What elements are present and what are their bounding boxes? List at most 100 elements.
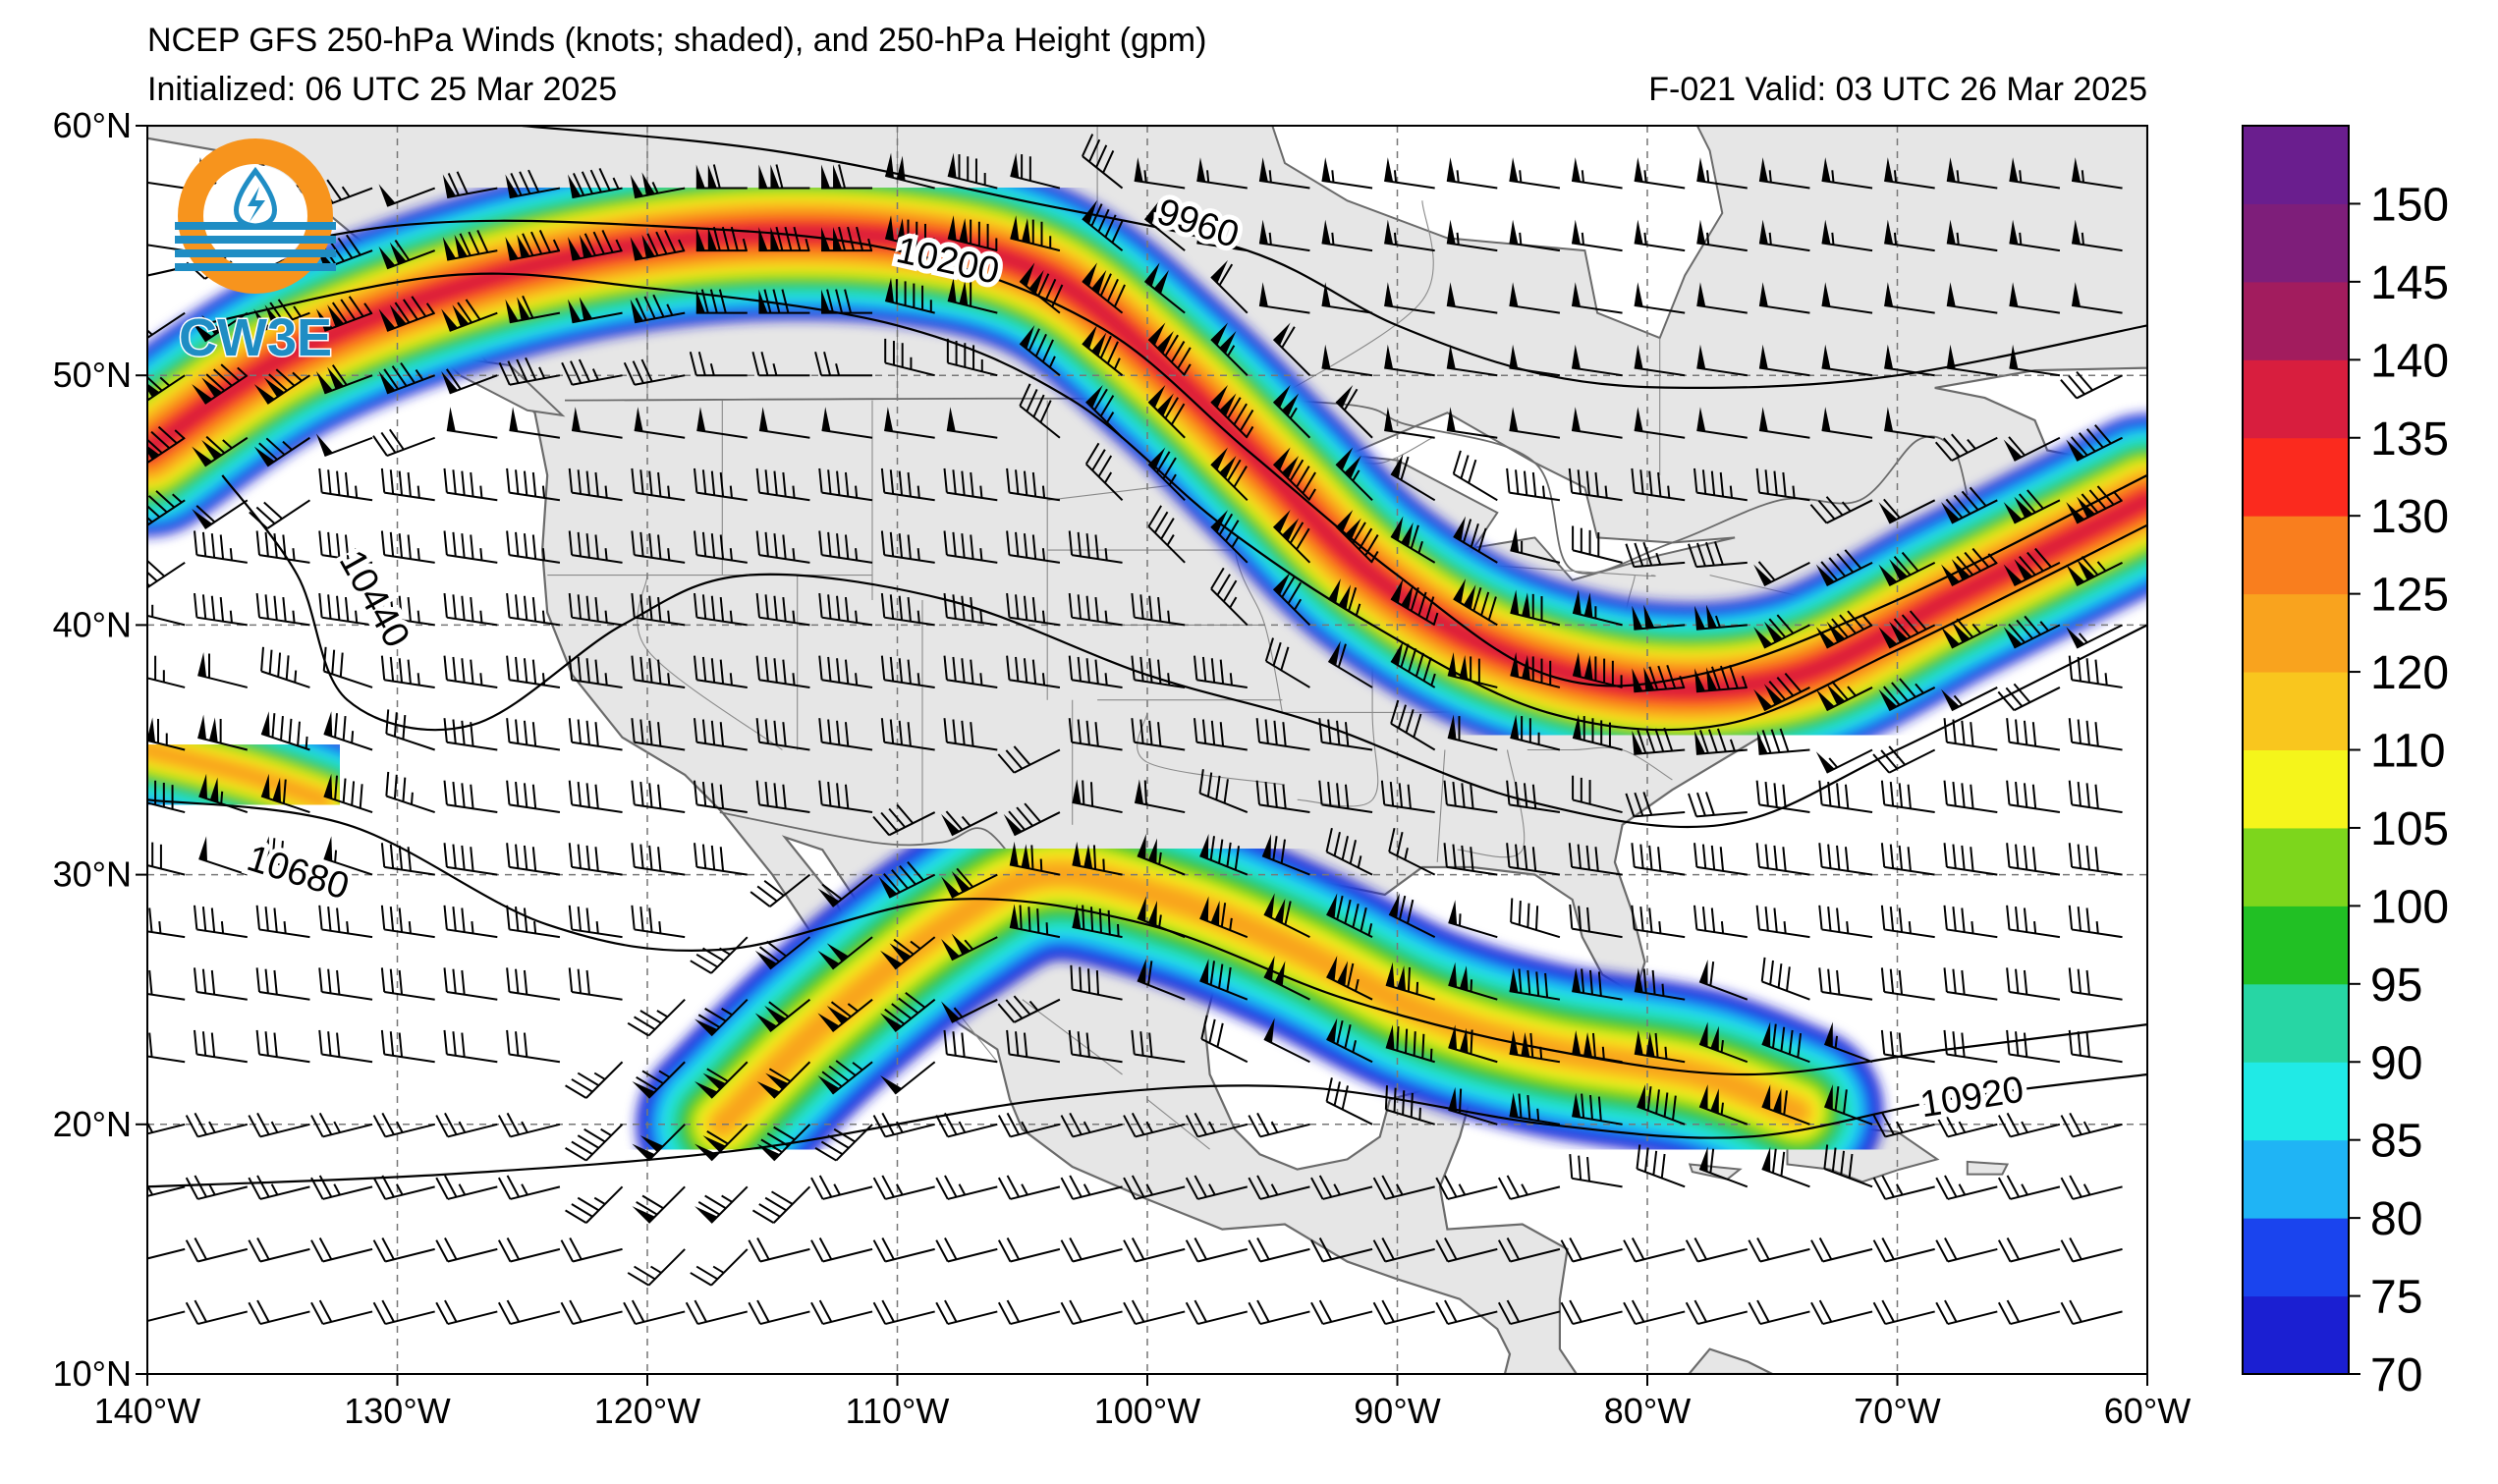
wind-barb xyxy=(2068,967,2123,1001)
wind-barb xyxy=(255,530,310,564)
wind-barb xyxy=(1072,841,1123,876)
wind-barb xyxy=(821,226,873,252)
wind-barb xyxy=(810,1299,873,1326)
wind-barb xyxy=(1193,655,1248,688)
wind-barb xyxy=(880,718,935,751)
wind-barb xyxy=(627,998,686,1037)
wind-barb xyxy=(446,407,498,439)
wind-barb xyxy=(372,1237,435,1263)
colorbar-label: 145 xyxy=(2370,257,2449,309)
wind-barb xyxy=(884,407,935,439)
wind-barb xyxy=(372,1299,435,1326)
wind-barb xyxy=(1453,578,1498,627)
wind-barb xyxy=(1934,433,1998,462)
wind-barb xyxy=(1685,1237,1749,1263)
wind-barb xyxy=(1636,1144,1686,1188)
wind-barb xyxy=(1448,900,1498,939)
wind-barb xyxy=(1632,604,1686,631)
wind-barb xyxy=(2006,1029,2061,1064)
wind-barb xyxy=(147,1032,186,1064)
wind-barb xyxy=(1435,1175,1498,1200)
wind-barb xyxy=(1390,453,1436,502)
wind-barb xyxy=(1872,745,1936,774)
wind-barb xyxy=(147,653,186,688)
wind-barb xyxy=(758,226,810,252)
wind-barb xyxy=(1761,1021,1810,1064)
colorbar-swatch xyxy=(2243,749,2349,829)
wind-barb xyxy=(1572,967,1623,1001)
wind-barb xyxy=(1880,1029,1935,1064)
colorbar-swatch xyxy=(2243,672,2349,750)
wind-barb xyxy=(310,1112,373,1138)
wind-barb xyxy=(631,592,686,627)
colorbar-label: 125 xyxy=(2370,570,2449,622)
wind-barb xyxy=(506,655,561,688)
wind-barb xyxy=(506,592,561,627)
wind-barb xyxy=(872,1112,935,1138)
wind-barb xyxy=(1572,652,1623,688)
wind-barb xyxy=(1631,843,1686,876)
wind-barb xyxy=(1210,510,1249,564)
wind-barb xyxy=(1880,967,1935,1001)
wind-barb xyxy=(1068,1029,1123,1064)
wind-barb xyxy=(147,1310,186,1323)
wind-barb xyxy=(810,1237,873,1263)
wind-barb xyxy=(2006,967,2061,1001)
wind-barb xyxy=(2071,219,2123,252)
wind-barb xyxy=(872,803,936,837)
wind-barb xyxy=(1815,748,1873,774)
wind-barb xyxy=(2009,219,2061,252)
wind-barb xyxy=(1446,157,1498,190)
wind-barb xyxy=(260,646,310,688)
wind-barb xyxy=(1623,1237,1686,1263)
wind-barb xyxy=(1693,728,1748,755)
wind-speed-band-120 xyxy=(147,742,330,807)
colorbar-swatch xyxy=(2243,126,2349,204)
wind-barb xyxy=(1134,779,1186,814)
wind-barb xyxy=(941,810,998,837)
wind-barb xyxy=(372,1112,435,1138)
wind-barb xyxy=(1872,1175,1935,1200)
wind-barb xyxy=(818,467,873,502)
wind-barb xyxy=(818,530,873,564)
wind-barb xyxy=(1824,1084,1873,1126)
wind-barb xyxy=(498,357,561,386)
wind-barb xyxy=(1006,592,1061,627)
wind-barb xyxy=(378,239,436,270)
wind-barb xyxy=(147,842,186,876)
wind-barb xyxy=(1123,1237,1186,1263)
wind-barb xyxy=(1321,282,1373,314)
wind-barb xyxy=(1758,219,1810,252)
wind-barb xyxy=(1997,1299,2061,1326)
wind-barb xyxy=(443,780,498,814)
wind-barb xyxy=(372,428,436,457)
wind-barb xyxy=(814,1124,873,1162)
wind-barb xyxy=(1625,792,1686,818)
wind-barb xyxy=(1326,893,1373,939)
wind-barb xyxy=(943,530,998,564)
wind-barb xyxy=(755,655,810,688)
wind-barb xyxy=(755,718,810,751)
wind-barb xyxy=(1446,344,1498,377)
wind-barb xyxy=(1258,219,1310,252)
wind-barb xyxy=(1210,385,1254,439)
wind-barb xyxy=(253,299,310,332)
wind-barb xyxy=(941,933,998,962)
wind-barb xyxy=(2060,1175,2123,1200)
wind-barb xyxy=(1756,728,1810,755)
lon-tick-label: 140°W xyxy=(94,1391,200,1431)
wind-barb xyxy=(880,1061,936,1095)
wind-barb xyxy=(1571,282,1623,314)
wind-barb xyxy=(2066,624,2123,649)
lightning-icon xyxy=(248,187,265,222)
wind-barb xyxy=(380,905,435,939)
wind-barb xyxy=(568,843,623,876)
wind-barb xyxy=(754,998,811,1032)
wind-barb xyxy=(1082,199,1124,251)
wind-barb xyxy=(318,530,373,564)
wind-barb xyxy=(1748,1299,1810,1326)
wind-barb xyxy=(1390,578,1439,627)
wind-barb xyxy=(506,1029,561,1064)
wind-barb xyxy=(1943,1029,1998,1064)
wind-barb xyxy=(818,780,873,814)
